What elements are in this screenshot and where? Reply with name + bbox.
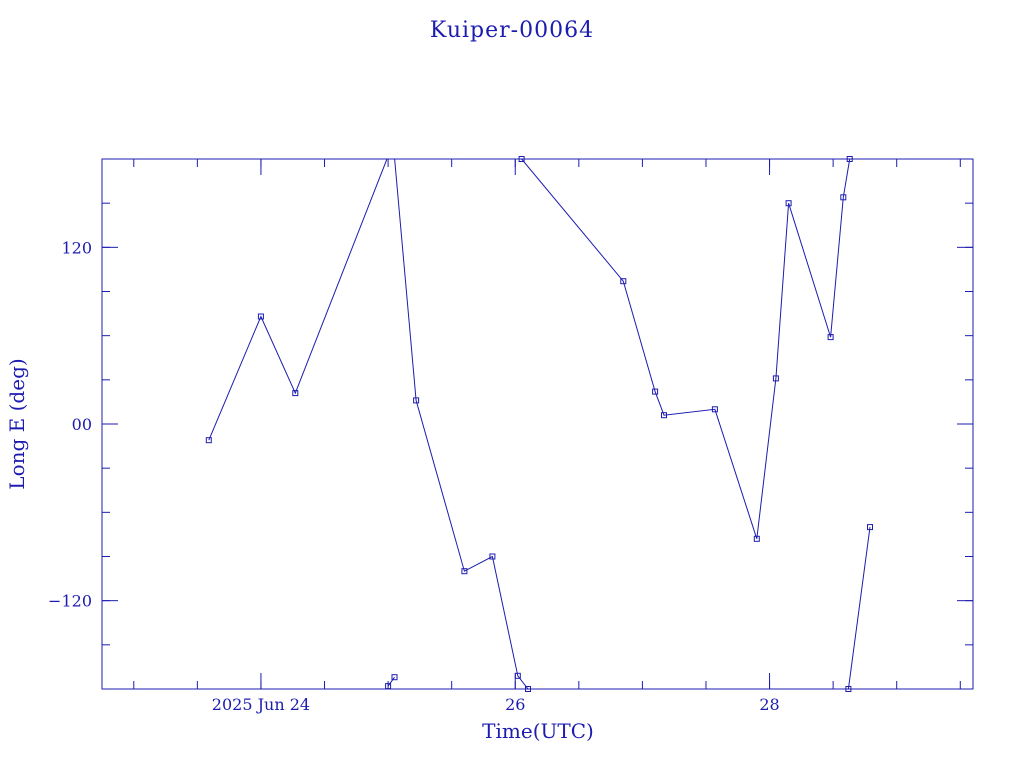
series-line-3 (394, 159, 529, 689)
series-layer (205, 156, 873, 692)
y-axis-ticks: 120 00 −120 (48, 238, 973, 611)
data-point (840, 194, 847, 201)
data-point (753, 535, 760, 542)
y-tick-label: 00 (72, 415, 92, 434)
data-point (413, 397, 420, 404)
data-point (461, 568, 468, 575)
series-line-1 (208, 159, 388, 441)
data-point (652, 388, 659, 395)
data-point (292, 390, 299, 397)
data-point (391, 674, 398, 681)
data-point (846, 156, 853, 162)
series-line-4 (521, 159, 851, 539)
data-point (518, 156, 525, 162)
x-tick-label: 28 (759, 695, 779, 714)
y-axis-label: Long E (deg) (5, 358, 29, 489)
data-point (827, 334, 834, 341)
data-point (772, 375, 779, 382)
data-point (620, 278, 627, 285)
chart-title: Kuiper-00064 (430, 18, 594, 43)
series-line-2 (387, 676, 395, 687)
x-tick-label: 2025 Jun 24 (212, 695, 310, 714)
data-point (845, 686, 852, 692)
data-point (489, 553, 496, 560)
data-point (867, 524, 873, 531)
y-tick-label: 120 (61, 238, 92, 257)
data-point (711, 406, 718, 413)
data-point (785, 200, 792, 207)
data-point (661, 412, 667, 419)
series-line-5 (847, 527, 871, 689)
x-tick-label: 26 (505, 695, 525, 714)
data-point (205, 437, 212, 444)
plot-frame (101, 158, 974, 690)
x-axis-label: Time(UTC) (482, 719, 594, 743)
data-point (257, 313, 264, 320)
data-point (385, 683, 392, 690)
data-point (525, 686, 531, 692)
minor-ticks (102, 159, 973, 689)
x-axis-ticks: 2025 Jun 24 26 28 (212, 159, 780, 714)
data-point (514, 672, 521, 679)
y-tick-label: −120 (48, 592, 92, 611)
